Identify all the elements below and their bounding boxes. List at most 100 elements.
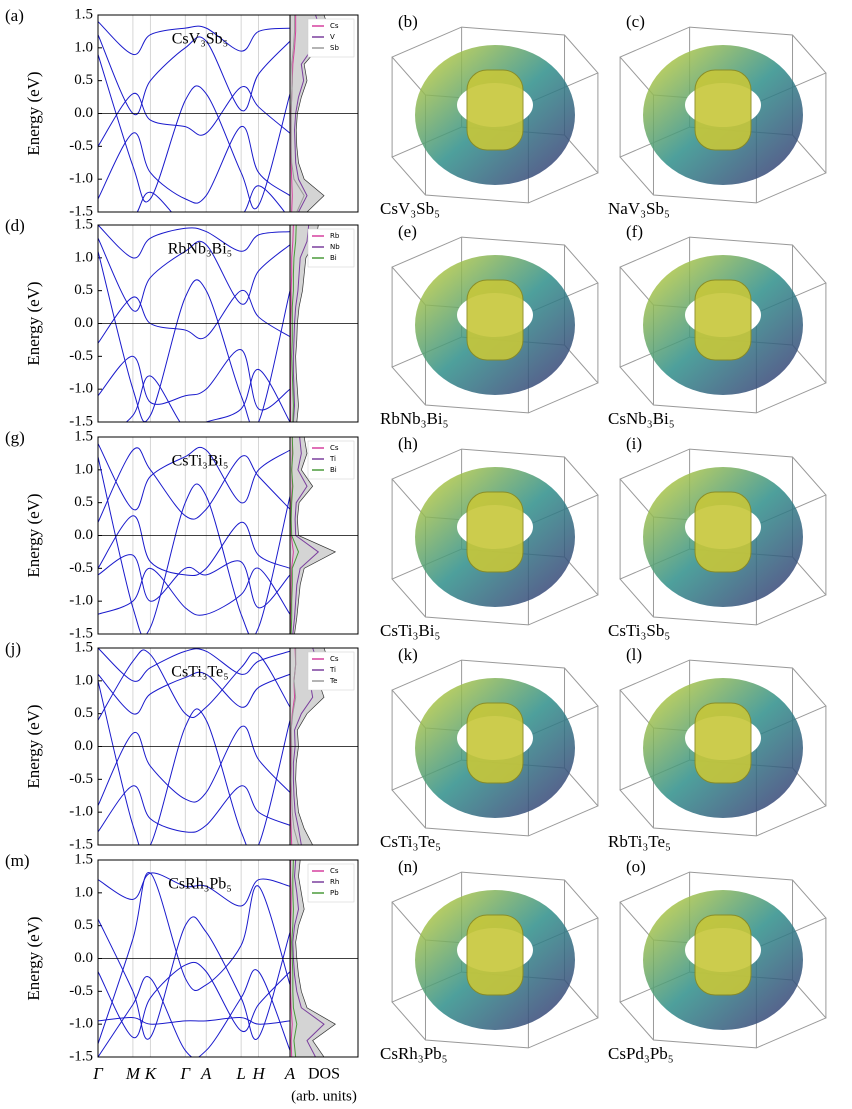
- fs-cylinder: [466, 914, 524, 996]
- band: [98, 649, 291, 721]
- band: [98, 1017, 291, 1025]
- fs-caption: NaV₃Sb₅: [608, 199, 670, 218]
- band: [136, 185, 286, 212]
- dos-label: DOS: [308, 1066, 340, 1083]
- band: [98, 290, 291, 344]
- y-tick-label: -1.0: [69, 381, 93, 397]
- panel-label: (k): [398, 645, 418, 664]
- y-tick-label: 1.5: [74, 216, 93, 232]
- compound-label: CsTi₃Te₅: [171, 664, 228, 681]
- legend-label: Ti: [329, 455, 336, 463]
- band: [98, 969, 291, 1057]
- y-tick-label: -1.5: [69, 836, 93, 852]
- band: [98, 785, 291, 833]
- band: [98, 671, 291, 715]
- frame: [97, 859, 359, 1058]
- fs-cylinder: [694, 69, 752, 151]
- band: [98, 554, 291, 609]
- y-tick-label: -0.5: [69, 771, 93, 787]
- x-tick-label: A: [200, 1064, 212, 1083]
- x-tick-label: Γ: [92, 1064, 104, 1083]
- y-tick-label: 0.0: [74, 950, 93, 966]
- band: [98, 725, 291, 806]
- band: [98, 237, 291, 312]
- y-tick-label: -0.5: [69, 983, 93, 999]
- compound-label: RbNb₃Bi₅: [168, 241, 233, 258]
- legend-label: Bi: [330, 466, 337, 474]
- y-tick-label: -0.5: [69, 560, 93, 576]
- band: [98, 225, 291, 259]
- panel-label: (o): [626, 857, 646, 876]
- band: [98, 54, 291, 210]
- fs-cylinder: [694, 491, 752, 573]
- dos-unit: (arb. units): [291, 1088, 357, 1104]
- plot-area: [98, 15, 331, 212]
- y-tick-label: 0.5: [74, 72, 93, 88]
- band: [98, 916, 291, 1040]
- panel-label: (l): [626, 645, 642, 664]
- fs-cylinder: [466, 491, 524, 573]
- x-tick-label: H: [251, 1064, 266, 1083]
- y-tick-label: -1.0: [69, 1016, 93, 1032]
- panel-label: (g): [5, 428, 25, 447]
- y-tick-label: -1.5: [69, 1048, 93, 1064]
- fs-caption: CsTi₃Te₅: [380, 832, 441, 851]
- y-tick-label: -0.5: [69, 348, 93, 364]
- fs-cylinder: [466, 702, 524, 784]
- y-tick-label: 1.0: [74, 884, 93, 900]
- x-tick-label: Γ: [179, 1064, 191, 1083]
- legend-label: Pb: [330, 889, 339, 897]
- legend-label: Cs: [330, 22, 339, 30]
- y-tick-label: 1.0: [74, 39, 93, 55]
- frame: [97, 647, 359, 846]
- band: [98, 515, 291, 577]
- y-tick-label: 1.0: [74, 249, 93, 265]
- band: [98, 126, 291, 204]
- fs-cylinder: [694, 702, 752, 784]
- band: [98, 961, 291, 1038]
- y-tick-label: -1.0: [69, 593, 93, 609]
- band: [98, 443, 291, 511]
- fs-caption: CsTi₃Sb₅: [608, 621, 670, 640]
- legend-label: Cs: [330, 867, 339, 875]
- y-tick-label: 0.0: [74, 315, 93, 331]
- compound-label: CsTi₃Bi₅: [172, 453, 229, 470]
- y-tick-label: 1.5: [74, 851, 93, 867]
- fs-caption: CsRh₃Pb₅: [380, 1044, 448, 1063]
- panel-label: (j): [5, 639, 21, 658]
- legend-label: Cs: [330, 444, 339, 452]
- panel-label: (h): [398, 434, 418, 453]
- y-tick-label: -1.0: [69, 171, 93, 187]
- legend-label: Rb: [330, 232, 340, 240]
- y-tick-label: -1.5: [69, 413, 93, 429]
- frame: [97, 224, 359, 423]
- x-tick-label: A: [284, 1064, 296, 1083]
- dos-total: [289, 437, 337, 634]
- compound-label: CsRh₃Pb₅: [168, 876, 232, 893]
- panel-label: (n): [398, 857, 418, 876]
- y-tick-label: 0.5: [74, 282, 93, 298]
- y-axis-label: Energy (eV): [24, 281, 43, 365]
- fs-caption: CsNb₃Bi₅: [608, 409, 675, 428]
- y-tick-label: 1.0: [74, 672, 93, 688]
- band: [98, 680, 291, 845]
- y-axis-label: Energy (eV): [24, 704, 43, 788]
- band: [98, 648, 291, 682]
- y-tick-label: -0.5: [69, 138, 93, 154]
- compound-label: CsV₃Sb₅: [172, 31, 229, 48]
- legend-label: Bi: [330, 254, 337, 262]
- x-tick-label: L: [235, 1064, 245, 1083]
- band: [98, 447, 291, 523]
- panel-label: (e): [398, 222, 417, 241]
- panel-label: (f): [626, 222, 643, 241]
- legend-label: Cs: [330, 655, 339, 663]
- frame: [97, 14, 359, 213]
- panel-label: (d): [5, 216, 25, 235]
- y-axis-label: Energy (eV): [24, 916, 43, 1000]
- band: [98, 21, 291, 55]
- y-axis-label: Energy (eV): [24, 71, 43, 155]
- panel-label: (a): [5, 6, 24, 25]
- y-tick-label: 0.0: [74, 738, 93, 754]
- x-tick-label: M: [125, 1064, 141, 1083]
